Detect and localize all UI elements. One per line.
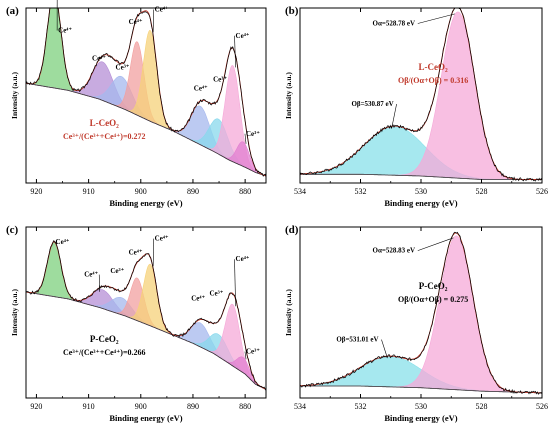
x-tick-label: 880 (239, 402, 251, 411)
x-tick-label: 530 (415, 402, 427, 411)
raw-spectrum (300, 231, 542, 395)
peak-leader (417, 237, 454, 251)
panel-label: (c) (6, 224, 19, 236)
y-axis-label: Intensity (a.u.) (10, 289, 19, 336)
plot-frame (25, 226, 267, 399)
background-line (300, 173, 542, 180)
x-tick-label: 528 (476, 187, 488, 196)
x-tick-label: 534 (294, 402, 306, 411)
raw-spectrum (26, 8, 266, 177)
peak-label: Ce⁴⁺ (56, 238, 70, 246)
peak-leader (244, 133, 247, 144)
peak-leader (54, 241, 58, 245)
panel-3: 534 532 530 528 526 Binding energy (eV) Intens… (284, 224, 548, 423)
peak-leader (234, 259, 236, 307)
peak-label: Ce³⁺ (116, 63, 130, 71)
x-tick-label: 526 (536, 402, 548, 411)
ratio-label: Ce³⁺/(Ce³⁺+Ce⁴⁺)=0.272 (63, 132, 146, 141)
x-tick-label: 528 (476, 402, 488, 411)
peak-leader (391, 103, 397, 129)
panel-label: (d) (285, 224, 299, 236)
panel-2: 920 910 900 890 880 Binding energy (eV) Intens… (6, 224, 267, 423)
x-tick-label: 532 (355, 187, 367, 196)
peak-label: Ce⁴⁺ (191, 295, 205, 303)
peak-label: Ce⁴⁺ (84, 271, 98, 279)
x-tick-label: 534 (294, 187, 306, 196)
y-axis-label: Intensity (a.u.) (284, 72, 293, 119)
sample-label: L-CeO₂ (418, 62, 447, 72)
background-line (26, 291, 266, 390)
x-tick-label: 910 (83, 187, 95, 196)
peak-label: Ce⁴⁺ (236, 255, 250, 263)
peak-label: Ce³⁺ (110, 267, 124, 275)
x-tick-label: 880 (239, 187, 251, 196)
y-axis-label: Intensity (a.u.) (284, 289, 293, 336)
x-tick-label: 900 (135, 402, 147, 411)
peak-label: Ce³⁺ (209, 289, 223, 297)
peak-label: Ce⁴⁺ (92, 55, 106, 63)
peak-label: Oα=528.78 eV (373, 20, 416, 28)
peak-leader (244, 351, 247, 360)
x-tick-label: 890 (187, 402, 199, 411)
background-line (26, 82, 266, 177)
peak-label: Ce⁴⁺ (194, 84, 208, 92)
panel-0: 920 910 900 890 880 Binding energy (eV) Intens… (6, 0, 267, 208)
panel-label: (a) (6, 5, 19, 17)
y-axis-label: Intensity (a.u.) (10, 72, 19, 119)
peak-label: Oβ=530.87 eV (351, 100, 393, 108)
ratio-label: Oβ/(Oα+Oβ) = 0.316 (398, 76, 468, 85)
ratio-label: Oβ/(Oα+Oβ) = 0.275 (398, 295, 468, 304)
peak-label: Ce⁴⁺ (129, 248, 143, 256)
peak-label: Ce⁴⁺ (155, 6, 169, 14)
sample-label: L-CeO₂ (90, 118, 119, 128)
x-tick-label: 532 (355, 402, 367, 411)
plot-frame (25, 7, 267, 184)
x-tick-label: 910 (83, 402, 95, 411)
x-tick-label: 920 (30, 187, 42, 196)
fit-envelope (300, 232, 542, 394)
sample-label: P-CeO₂ (90, 334, 119, 344)
x-axis-label: Binding energy (eV) (109, 198, 182, 208)
ratio-label: Ce³⁺/(Ce³⁺+Ce⁴⁺)=0.266 (63, 348, 146, 357)
panel-1: 534 532 530 528 526 Binding energy (eV) Intens… (284, 5, 548, 208)
x-tick-label: 920 (30, 402, 42, 411)
peak-label: Ce³⁺ (213, 76, 227, 84)
peak-label: Ce⁴⁺ (236, 32, 250, 40)
raw-spectrum (300, 8, 542, 182)
x-axis-label: Binding energy (eV) (384, 198, 457, 208)
raw-spectrum (26, 240, 266, 392)
panel-label: (b) (285, 5, 299, 17)
peak-label: Ce⁴⁺ (155, 235, 169, 243)
peak-label: Ce³⁺ (246, 348, 260, 356)
x-axis-label: Binding energy (eV) (384, 413, 457, 423)
x-tick-label: 890 (187, 187, 199, 196)
sample-label: P-CeO₂ (419, 281, 448, 291)
x-tick-label: 526 (536, 187, 548, 196)
peak-leader (381, 339, 388, 359)
x-tick-label: 530 (415, 187, 427, 196)
peak-label: Ce⁴⁺ (58, 27, 72, 35)
x-tick-label: 900 (135, 187, 147, 196)
background-line (300, 385, 542, 394)
peak-label: Ce⁴⁺ (129, 18, 143, 26)
x-axis-label: Binding energy (eV) (109, 413, 182, 423)
peak-leader (234, 35, 236, 68)
peak-label: Oβ=531.01 eV (336, 336, 378, 344)
peak-label: Oα=528.83 eV (373, 247, 416, 255)
peak-leader (417, 13, 455, 24)
peak-label: Ce³⁺ (246, 130, 260, 138)
